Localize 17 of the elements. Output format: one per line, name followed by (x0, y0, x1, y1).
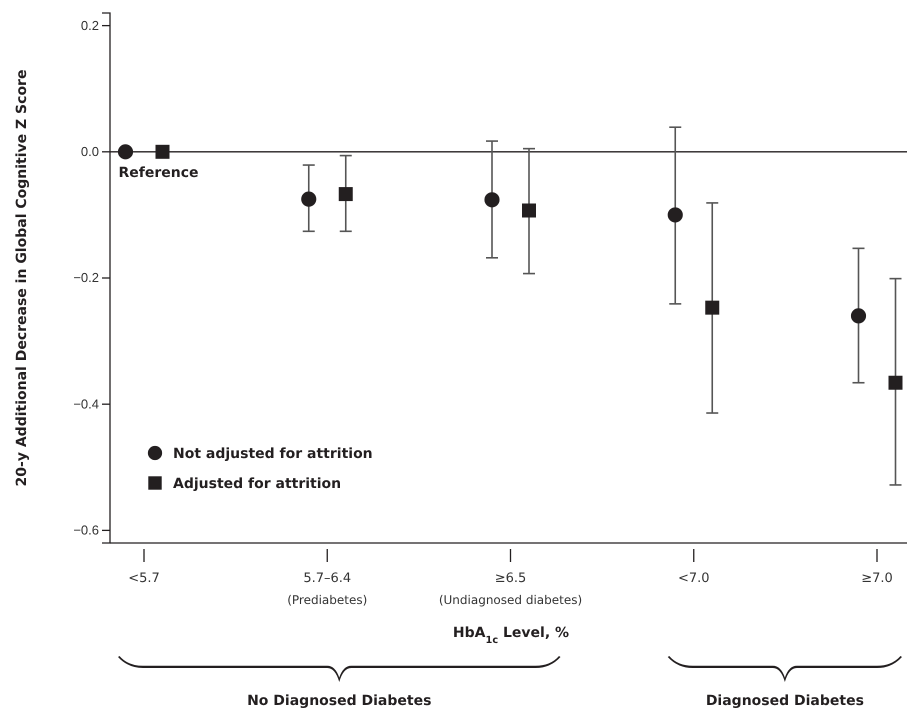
x-tick-label: <5.7 (128, 571, 160, 586)
y-tick-label: −0.6 (73, 522, 99, 538)
y-tick-label: 0.2 (80, 18, 99, 33)
legend-label: Not adjusted for attrition (173, 446, 373, 462)
x-axis-title: HbA$_{1c}$ Level, % (452, 625, 570, 646)
text: Diagnosed Diabetes (706, 693, 864, 709)
y-tick-label: 0.0 (80, 144, 99, 159)
x-tick-label: <7.0 (678, 571, 710, 586)
y-tick-label: −0.2 (73, 270, 99, 286)
legend-label: Adjusted for attrition (173, 476, 342, 492)
x-tick-label: ≥7.0 (861, 571, 893, 586)
y-tick-label: −0.4 (73, 396, 99, 412)
x-tick-label: 5.7–6.4 (Prediabetes) (287, 571, 368, 607)
annotation: Reference (118, 164, 199, 181)
x-tick-label: ≥6.5 (Undiagnosed diabetes) (438, 571, 582, 607)
y-axis-title: 20-y Additional Decrease in Global Cognitive Z Score (14, 70, 30, 486)
text: No Diagnosed Diabetes (247, 693, 432, 709)
